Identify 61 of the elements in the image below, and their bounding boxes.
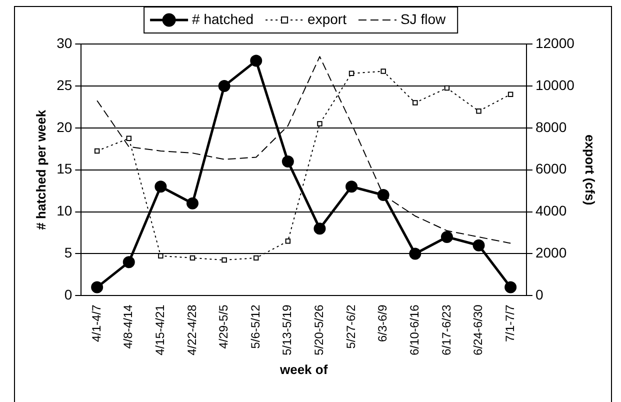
point	[218, 80, 230, 92]
point	[472, 239, 485, 252]
y-tick-label: 5	[64, 244, 72, 261]
point	[285, 238, 291, 244]
point	[154, 180, 167, 193]
x-tick-label: 5/13-5/19	[280, 304, 294, 356]
y-tick-label: 25	[56, 76, 72, 93]
x-tick-label: 5/6-5/12	[248, 304, 262, 349]
point	[348, 70, 354, 76]
y2-tick-label: 4000	[535, 202, 567, 219]
x-tick-label: 6/3-6/9	[376, 304, 390, 342]
y-tick-label: 20	[56, 118, 72, 135]
x-tick-label: 7/1-7/7	[502, 304, 517, 342]
y-tick-label: 0	[64, 286, 72, 303]
point	[253, 255, 259, 261]
point	[409, 248, 422, 260]
x-tick-label: 5/27-6/2	[344, 304, 358, 349]
point	[282, 155, 294, 168]
point	[508, 92, 514, 97]
point	[186, 197, 198, 210]
point	[346, 180, 358, 193]
point	[126, 136, 132, 142]
x-tick-label: 4/1-4/7	[89, 304, 104, 342]
legend-label: export	[308, 10, 347, 27]
point	[122, 256, 135, 268]
point	[317, 121, 322, 126]
y2-tick-label: 0	[535, 286, 544, 303]
point	[94, 148, 100, 154]
y2-tick-label: 8000	[535, 118, 567, 135]
point	[314, 222, 326, 235]
point	[380, 68, 386, 74]
x-tick-label: 6/17-6/23	[439, 304, 454, 356]
point	[91, 281, 104, 294]
x-tick-label: 6/24-6/30	[471, 304, 486, 356]
y2-tick-label: 10000	[535, 76, 575, 93]
x-tick-label: 4/29-5/5	[216, 304, 231, 349]
point	[504, 281, 517, 294]
x-tick-label: 4/22-4/28	[184, 304, 199, 356]
x-axis-title: week of	[278, 362, 328, 377]
x-tick-label: 5/20-5/26	[312, 304, 326, 356]
y-tick-label: 10	[56, 202, 72, 219]
y-tick-label: 30	[56, 34, 72, 51]
legend-label: SJ flow	[400, 10, 446, 27]
point	[476, 108, 482, 114]
y2-axis-title: export (cfs)	[582, 134, 598, 206]
x-tick-label: 4/8-4/14	[121, 304, 136, 349]
point	[444, 85, 450, 91]
point	[250, 54, 262, 67]
y-axis-title: # hatched per week	[33, 109, 48, 230]
legend-label: # hatched	[192, 10, 254, 27]
point	[222, 257, 227, 263]
y2-tick-label: 2000	[535, 244, 567, 261]
y-tick-label: 15	[56, 160, 72, 177]
y2-tick-label: 6000	[535, 160, 567, 177]
point	[440, 230, 453, 243]
point	[190, 255, 196, 261]
point	[412, 100, 418, 106]
y2-tick-label: 12000	[535, 34, 575, 51]
point	[377, 189, 390, 202]
x-tick-label: 4/15-4/21	[153, 304, 167, 356]
x-tick-label: 6/10-6/16	[407, 304, 422, 356]
